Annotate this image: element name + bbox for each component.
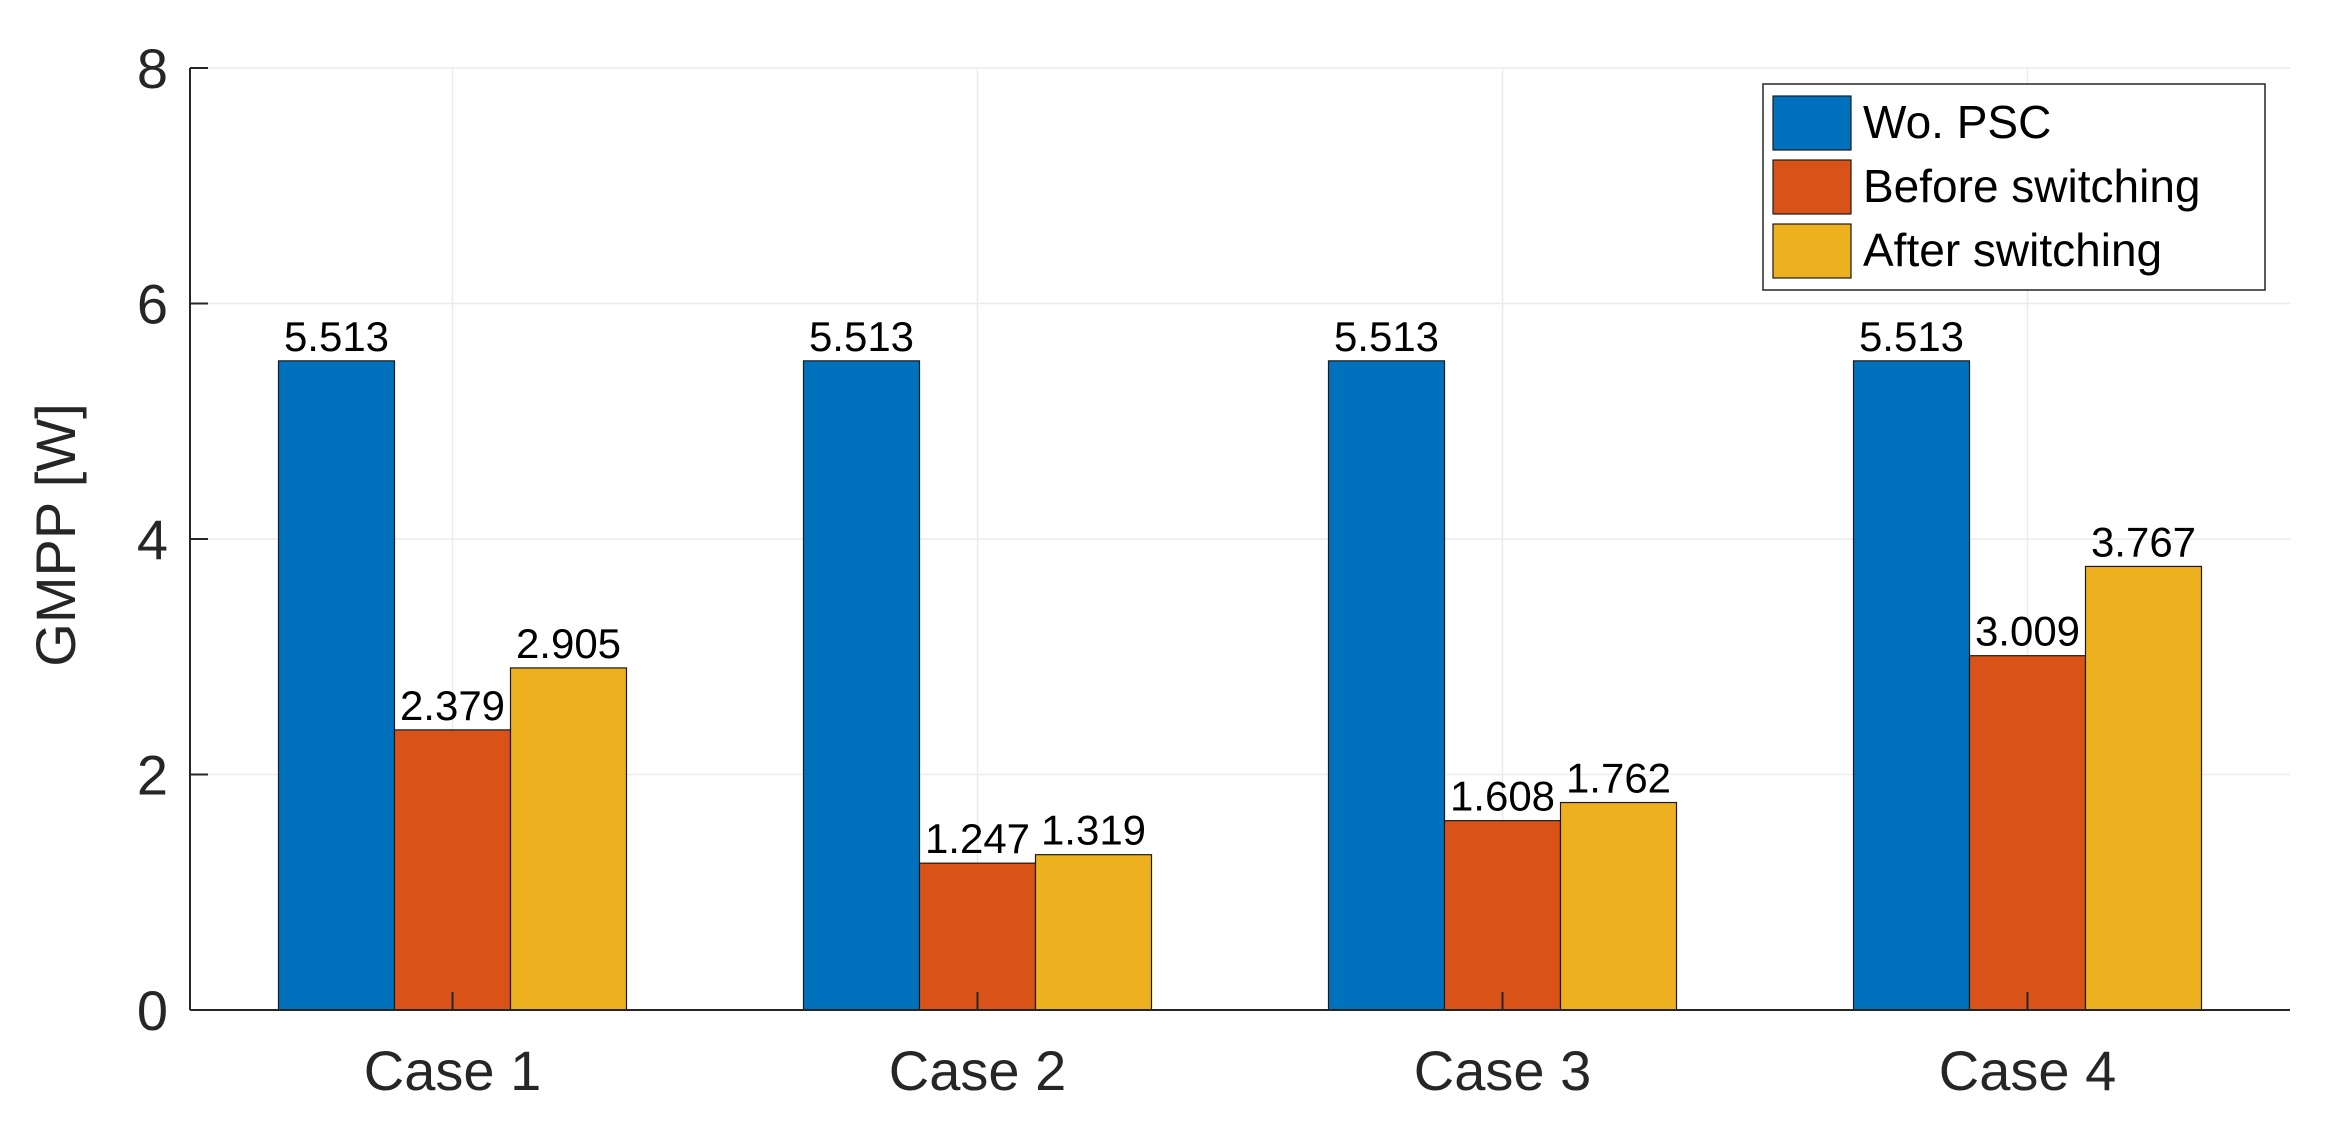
axes: 0 2 4 6 8 Case 1 Case 2 Case 3 Case 4: [137, 37, 2290, 1102]
bar: [509, 667, 628, 1011]
bars: [277, 360, 2203, 1011]
bar: [393, 729, 512, 1011]
bar: [1559, 801, 1678, 1011]
bar: [277, 360, 396, 1011]
legend-swatch: [1772, 223, 1852, 279]
bar: [1327, 360, 1446, 1011]
y-tick-label: 0: [137, 979, 168, 1042]
data-label: 5.513: [809, 313, 914, 360]
legend-label: Before switching: [1863, 160, 2201, 212]
legend-swatch: [1772, 95, 1852, 151]
data-label: 2.905: [516, 620, 621, 667]
x-tick-label: Case 2: [889, 1039, 1066, 1102]
data-label: 3.009: [1975, 608, 2080, 655]
x-tick-label: Case 3: [1414, 1039, 1591, 1102]
data-label: 1.319: [1041, 807, 1146, 854]
legend-label: After switching: [1863, 224, 2162, 276]
legend: Wo. PSC Before switching After switching: [1762, 83, 2266, 291]
data-label: 2.379: [400, 682, 505, 729]
bar: [802, 360, 921, 1011]
x-tick-label: Case 4: [1939, 1039, 2116, 1102]
y-tick-label: 2: [137, 744, 168, 807]
bar: [1443, 820, 1562, 1011]
x-tick-label: Case 1: [364, 1039, 541, 1102]
data-label: 3.767: [2091, 518, 2196, 565]
bar: [1034, 854, 1153, 1011]
data-label: 5.513: [1859, 313, 1964, 360]
y-axis-title: GMPP [W]: [24, 403, 87, 666]
data-label: 5.513: [284, 313, 389, 360]
legend-label: Wo. PSC: [1863, 96, 2051, 148]
data-label: 1.762: [1566, 755, 1671, 802]
y-tick-label: 4: [137, 508, 168, 571]
y-tick-label: 6: [137, 273, 168, 336]
bar: [918, 862, 1037, 1011]
y-tick-label: 8: [137, 37, 168, 100]
bar: [1968, 655, 2087, 1011]
data-label: 1.608: [1450, 773, 1555, 820]
legend-swatch: [1772, 159, 1852, 215]
data-label: 5.513: [1334, 313, 1439, 360]
bar: [1852, 360, 1971, 1011]
bar: [2084, 565, 2203, 1011]
data-label: 1.247: [925, 815, 1030, 862]
